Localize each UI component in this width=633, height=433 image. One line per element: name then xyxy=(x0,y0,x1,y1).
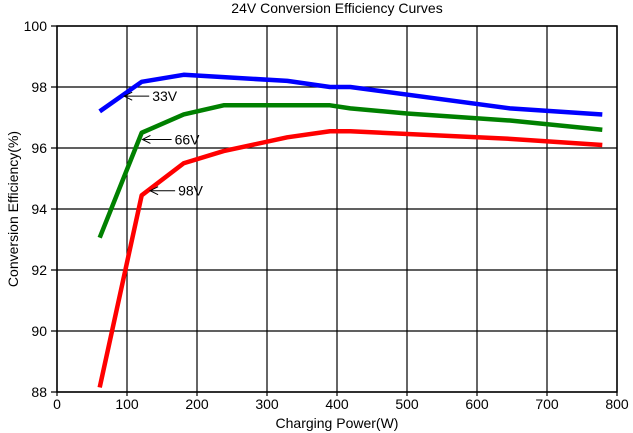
x-tick-label: 400 xyxy=(325,396,349,412)
x-tick-label: 500 xyxy=(395,396,419,412)
arrow-head-icon xyxy=(148,186,159,196)
y-tick-label: 90 xyxy=(31,323,47,339)
grid: 0 100 200 300 400 500 600 700 800 88 90 92 94 96 98 100 xyxy=(24,18,629,412)
annotation-label: 66V xyxy=(175,131,201,147)
x-tick-label: 0 xyxy=(53,396,61,412)
x-tick-label: 100 xyxy=(115,396,139,412)
y-axis-label: Conversion Efficiency(%) xyxy=(5,131,21,287)
annotations: 33V 66V 98V xyxy=(123,88,204,199)
y-tick-label: 88 xyxy=(31,384,47,400)
arrow-head-icon xyxy=(141,135,151,144)
series-line-33V xyxy=(98,72,603,117)
x-tick-label: 200 xyxy=(185,396,209,412)
x-tick-label: 800 xyxy=(605,396,629,412)
y-tick-label: 96 xyxy=(31,140,47,156)
y-tick-label: 100 xyxy=(24,18,48,34)
y-tick-label: 92 xyxy=(31,262,47,278)
plot-frame xyxy=(56,25,618,393)
y-tick-label: 94 xyxy=(31,201,47,217)
annotation-label: 33V xyxy=(152,88,178,104)
series-line-66V xyxy=(97,103,603,239)
x-tick-label: 300 xyxy=(255,396,279,412)
x-tick-label: 700 xyxy=(535,396,559,412)
x-tick-label: 600 xyxy=(465,396,489,412)
x-axis-label: Charging Power(W) xyxy=(276,415,399,431)
series-group xyxy=(97,72,603,388)
y-tick-label: 98 xyxy=(31,79,47,95)
annotation-label: 98V xyxy=(178,183,204,199)
series-line-98V xyxy=(97,128,603,388)
chart-title: 24V Conversion Efficiency Curves xyxy=(231,0,442,16)
arrow-head-icon xyxy=(123,91,133,101)
